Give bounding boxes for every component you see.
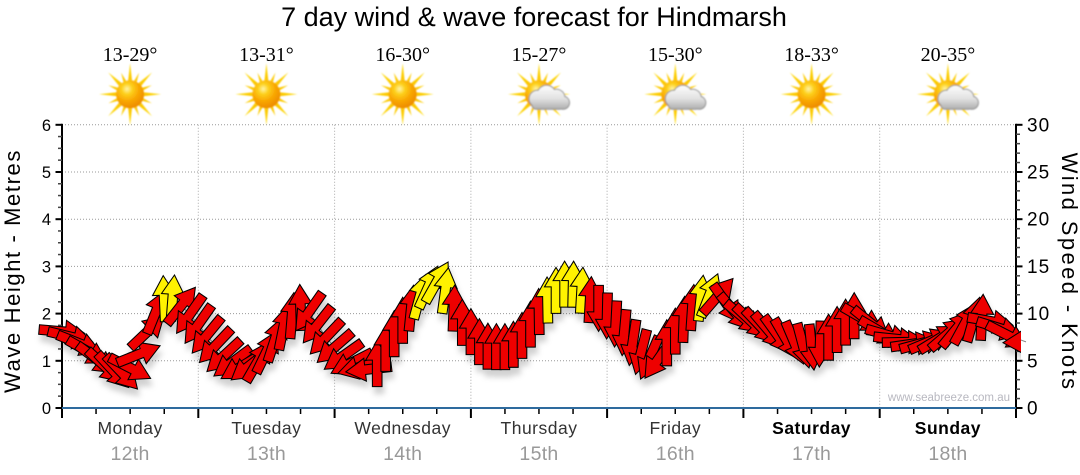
svg-text:Monday: Monday xyxy=(97,418,162,438)
svg-text:13th: 13th xyxy=(247,443,286,465)
svg-text:Wind Speed - Knots: Wind Speed - Knots xyxy=(1057,153,1080,392)
svg-text:1: 1 xyxy=(42,353,51,371)
svg-text:Sunday: Sunday xyxy=(915,418,981,438)
svg-text:20: 20 xyxy=(1027,210,1050,231)
svg-text:6: 6 xyxy=(42,117,51,135)
svg-text:5: 5 xyxy=(42,164,51,182)
svg-text:Friday: Friday xyxy=(649,418,701,438)
svg-text:15: 15 xyxy=(1027,257,1050,278)
svg-text:Tuesday: Tuesday xyxy=(231,418,301,438)
svg-text:5: 5 xyxy=(1027,351,1039,372)
svg-text:15-30°: 15-30° xyxy=(648,44,703,66)
svg-text:3: 3 xyxy=(42,258,51,276)
svg-text:4: 4 xyxy=(42,211,51,229)
svg-text:16-30°: 16-30° xyxy=(375,44,430,66)
svg-text:18-33°: 18-33° xyxy=(784,44,839,66)
svg-text:Saturday: Saturday xyxy=(772,418,851,438)
svg-text:15th: 15th xyxy=(519,443,558,465)
svg-text:10: 10 xyxy=(1027,304,1050,325)
svg-text:www.seabreeze.com.au: www.seabreeze.com.au xyxy=(887,392,1010,404)
svg-text:18th: 18th xyxy=(928,443,967,465)
svg-text:0: 0 xyxy=(1027,399,1039,420)
svg-text:13-31°: 13-31° xyxy=(239,44,294,66)
svg-text:7 day wind & wave forecast for: 7 day wind & wave forecast for Hindmarsh xyxy=(281,2,787,32)
svg-text:20-35°: 20-35° xyxy=(921,44,976,66)
svg-text:Wave Height - Metres: Wave Height - Metres xyxy=(0,149,25,393)
svg-text:14th: 14th xyxy=(383,443,422,465)
svg-text:2: 2 xyxy=(42,306,51,324)
svg-text:25: 25 xyxy=(1027,163,1050,184)
svg-text:0: 0 xyxy=(42,400,51,418)
svg-text:Wednesday: Wednesday xyxy=(354,418,451,438)
svg-text:15-27°: 15-27° xyxy=(512,44,567,66)
svg-text:13-29°: 13-29° xyxy=(103,44,158,66)
svg-text:12th: 12th xyxy=(111,443,150,465)
svg-text:30: 30 xyxy=(1027,115,1050,136)
svg-text:16th: 16th xyxy=(656,443,695,465)
svg-text:17th: 17th xyxy=(792,443,831,465)
svg-text:Thursday: Thursday xyxy=(501,418,578,438)
